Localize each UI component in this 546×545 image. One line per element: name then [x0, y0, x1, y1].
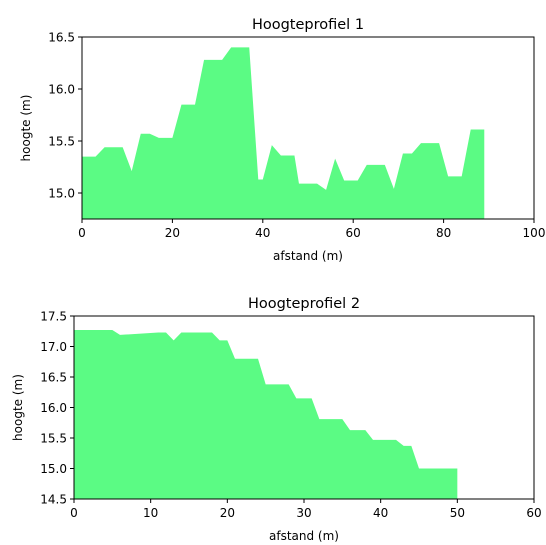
chart-2-y-axis-label: hoogte (m) [11, 374, 25, 441]
y-tick-label: 16.0 [48, 83, 75, 97]
x-tick-label: 40 [255, 226, 270, 240]
x-tick-label: 100 [523, 226, 546, 240]
chart-2-area [74, 330, 458, 499]
chart-1: 0 20 40 60 80 100 15.0 15.5 16.0 16.5 Hoogteprofi… [19, 17, 545, 263]
y-tick-label: 16.0 [40, 401, 67, 415]
chart-1-frame [81, 36, 535, 220]
x-tick-label: 80 [436, 226, 451, 240]
x-tick-label: 40 [373, 506, 388, 520]
x-tick-label: 10 [143, 506, 158, 520]
x-tick-label: 60 [526, 506, 541, 520]
y-tick-label: 15.5 [40, 432, 67, 446]
y-tick-label: 17.0 [40, 340, 67, 354]
chart-1-area [82, 47, 485, 220]
x-tick-label: 60 [346, 226, 361, 240]
x-tick-label: 20 [165, 226, 180, 240]
chart-2-title: Hoogteprofiel 2 [248, 296, 360, 312]
y-tick-label: 15.0 [48, 187, 75, 201]
chart-2: 0 10 20 30 40 50 60 14.5 15.0 15.5 16.0 16.5 17.0 17.… [11, 296, 542, 543]
x-tick-label: 0 [78, 226, 86, 240]
y-tick-label: 14.5 [40, 493, 67, 507]
chart-1-x-axis-label: afstand (m) [273, 249, 343, 263]
y-tick-label: 17.5 [40, 310, 67, 324]
y-tick-label: 15.0 [40, 462, 67, 476]
x-tick-label: 30 [296, 506, 311, 520]
y-tick-label: 15.5 [48, 135, 75, 149]
chart-1-y-axis-label: hoogte (m) [19, 95, 33, 162]
y-tick-label: 16.5 [48, 31, 75, 45]
y-tick-label: 16.5 [40, 371, 67, 385]
x-tick-label: 20 [220, 506, 235, 520]
chart-2-x-axis-label: afstand (m) [269, 529, 339, 543]
chart-2-frame [73, 315, 535, 500]
chart-1-title: Hoogteprofiel 1 [252, 17, 364, 33]
x-tick-label: 50 [450, 506, 465, 520]
x-tick-label: 0 [70, 506, 78, 520]
